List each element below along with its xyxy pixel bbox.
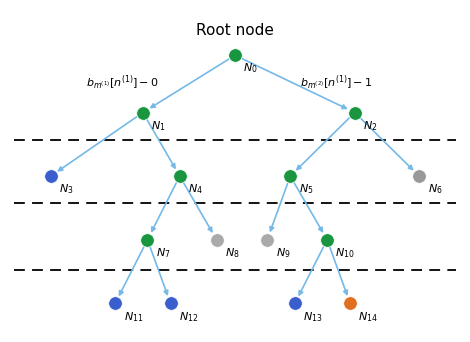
Text: $N_4$: $N_4$ [188, 183, 203, 196]
Text: $b_{m^{(2)}}[n^{(1)}]-1$: $b_{m^{(2)}}[n^{(1)}]-1$ [300, 73, 373, 92]
Point [47, 173, 55, 179]
Text: $N_8$: $N_8$ [225, 246, 240, 260]
Text: $N_{13}$: $N_{13}$ [303, 310, 323, 324]
Text: $N_0$: $N_0$ [243, 62, 258, 76]
Point [415, 173, 423, 179]
Text: $N_1$: $N_1$ [151, 119, 166, 133]
Text: $N_6$: $N_6$ [428, 183, 442, 196]
Point [287, 173, 294, 179]
Point [291, 301, 298, 306]
Point [346, 301, 354, 306]
Text: $N_{12}$: $N_{12}$ [179, 310, 198, 324]
Point [231, 53, 239, 58]
Text: $N_5$: $N_5$ [298, 183, 313, 196]
Point [176, 173, 183, 179]
Text: Root node: Root node [196, 24, 274, 38]
Text: $N_9$: $N_9$ [275, 246, 290, 260]
Text: $N_{14}$: $N_{14}$ [359, 310, 378, 324]
Point [144, 237, 151, 242]
Text: $N_{10}$: $N_{10}$ [336, 246, 355, 260]
Point [323, 237, 331, 242]
Text: $N_{11}$: $N_{11}$ [124, 310, 143, 324]
Point [111, 301, 119, 306]
Point [139, 110, 147, 115]
Point [213, 237, 220, 242]
Text: $N_2$: $N_2$ [363, 119, 377, 133]
Text: $N_7$: $N_7$ [156, 246, 170, 260]
Point [167, 301, 174, 306]
Point [264, 237, 271, 242]
Text: $N_3$: $N_3$ [59, 183, 74, 196]
Point [351, 110, 359, 115]
Text: $b_{m^{(1)}}[n^{(1)}]-0$: $b_{m^{(1)}}[n^{(1)}]-0$ [86, 73, 158, 92]
